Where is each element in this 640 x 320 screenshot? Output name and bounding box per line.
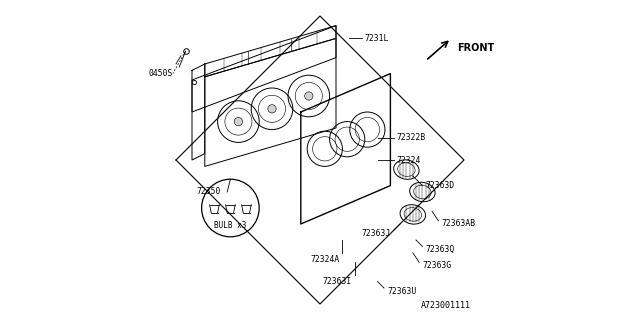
Text: 72363U: 72363U [387, 287, 417, 296]
Text: 72322B: 72322B [397, 133, 426, 142]
Text: 72363I: 72363I [323, 277, 352, 286]
Text: 72324A: 72324A [310, 255, 339, 264]
Text: 72363G: 72363G [422, 261, 452, 270]
Text: 0450S: 0450S [148, 69, 173, 78]
Text: 7231L: 7231L [365, 34, 389, 43]
Text: 72363J: 72363J [361, 229, 390, 238]
Text: 72363AB: 72363AB [442, 220, 476, 228]
Text: BULB x3: BULB x3 [214, 221, 246, 230]
Text: 72363D: 72363D [426, 181, 455, 190]
Circle shape [234, 117, 243, 126]
Text: 72350: 72350 [196, 188, 221, 196]
Text: 72324: 72324 [397, 156, 421, 164]
Circle shape [268, 105, 276, 113]
Text: 72363Q: 72363Q [426, 245, 455, 254]
Circle shape [305, 92, 313, 100]
Text: A723001111: A723001111 [420, 301, 470, 310]
Text: FRONT: FRONT [458, 43, 495, 53]
